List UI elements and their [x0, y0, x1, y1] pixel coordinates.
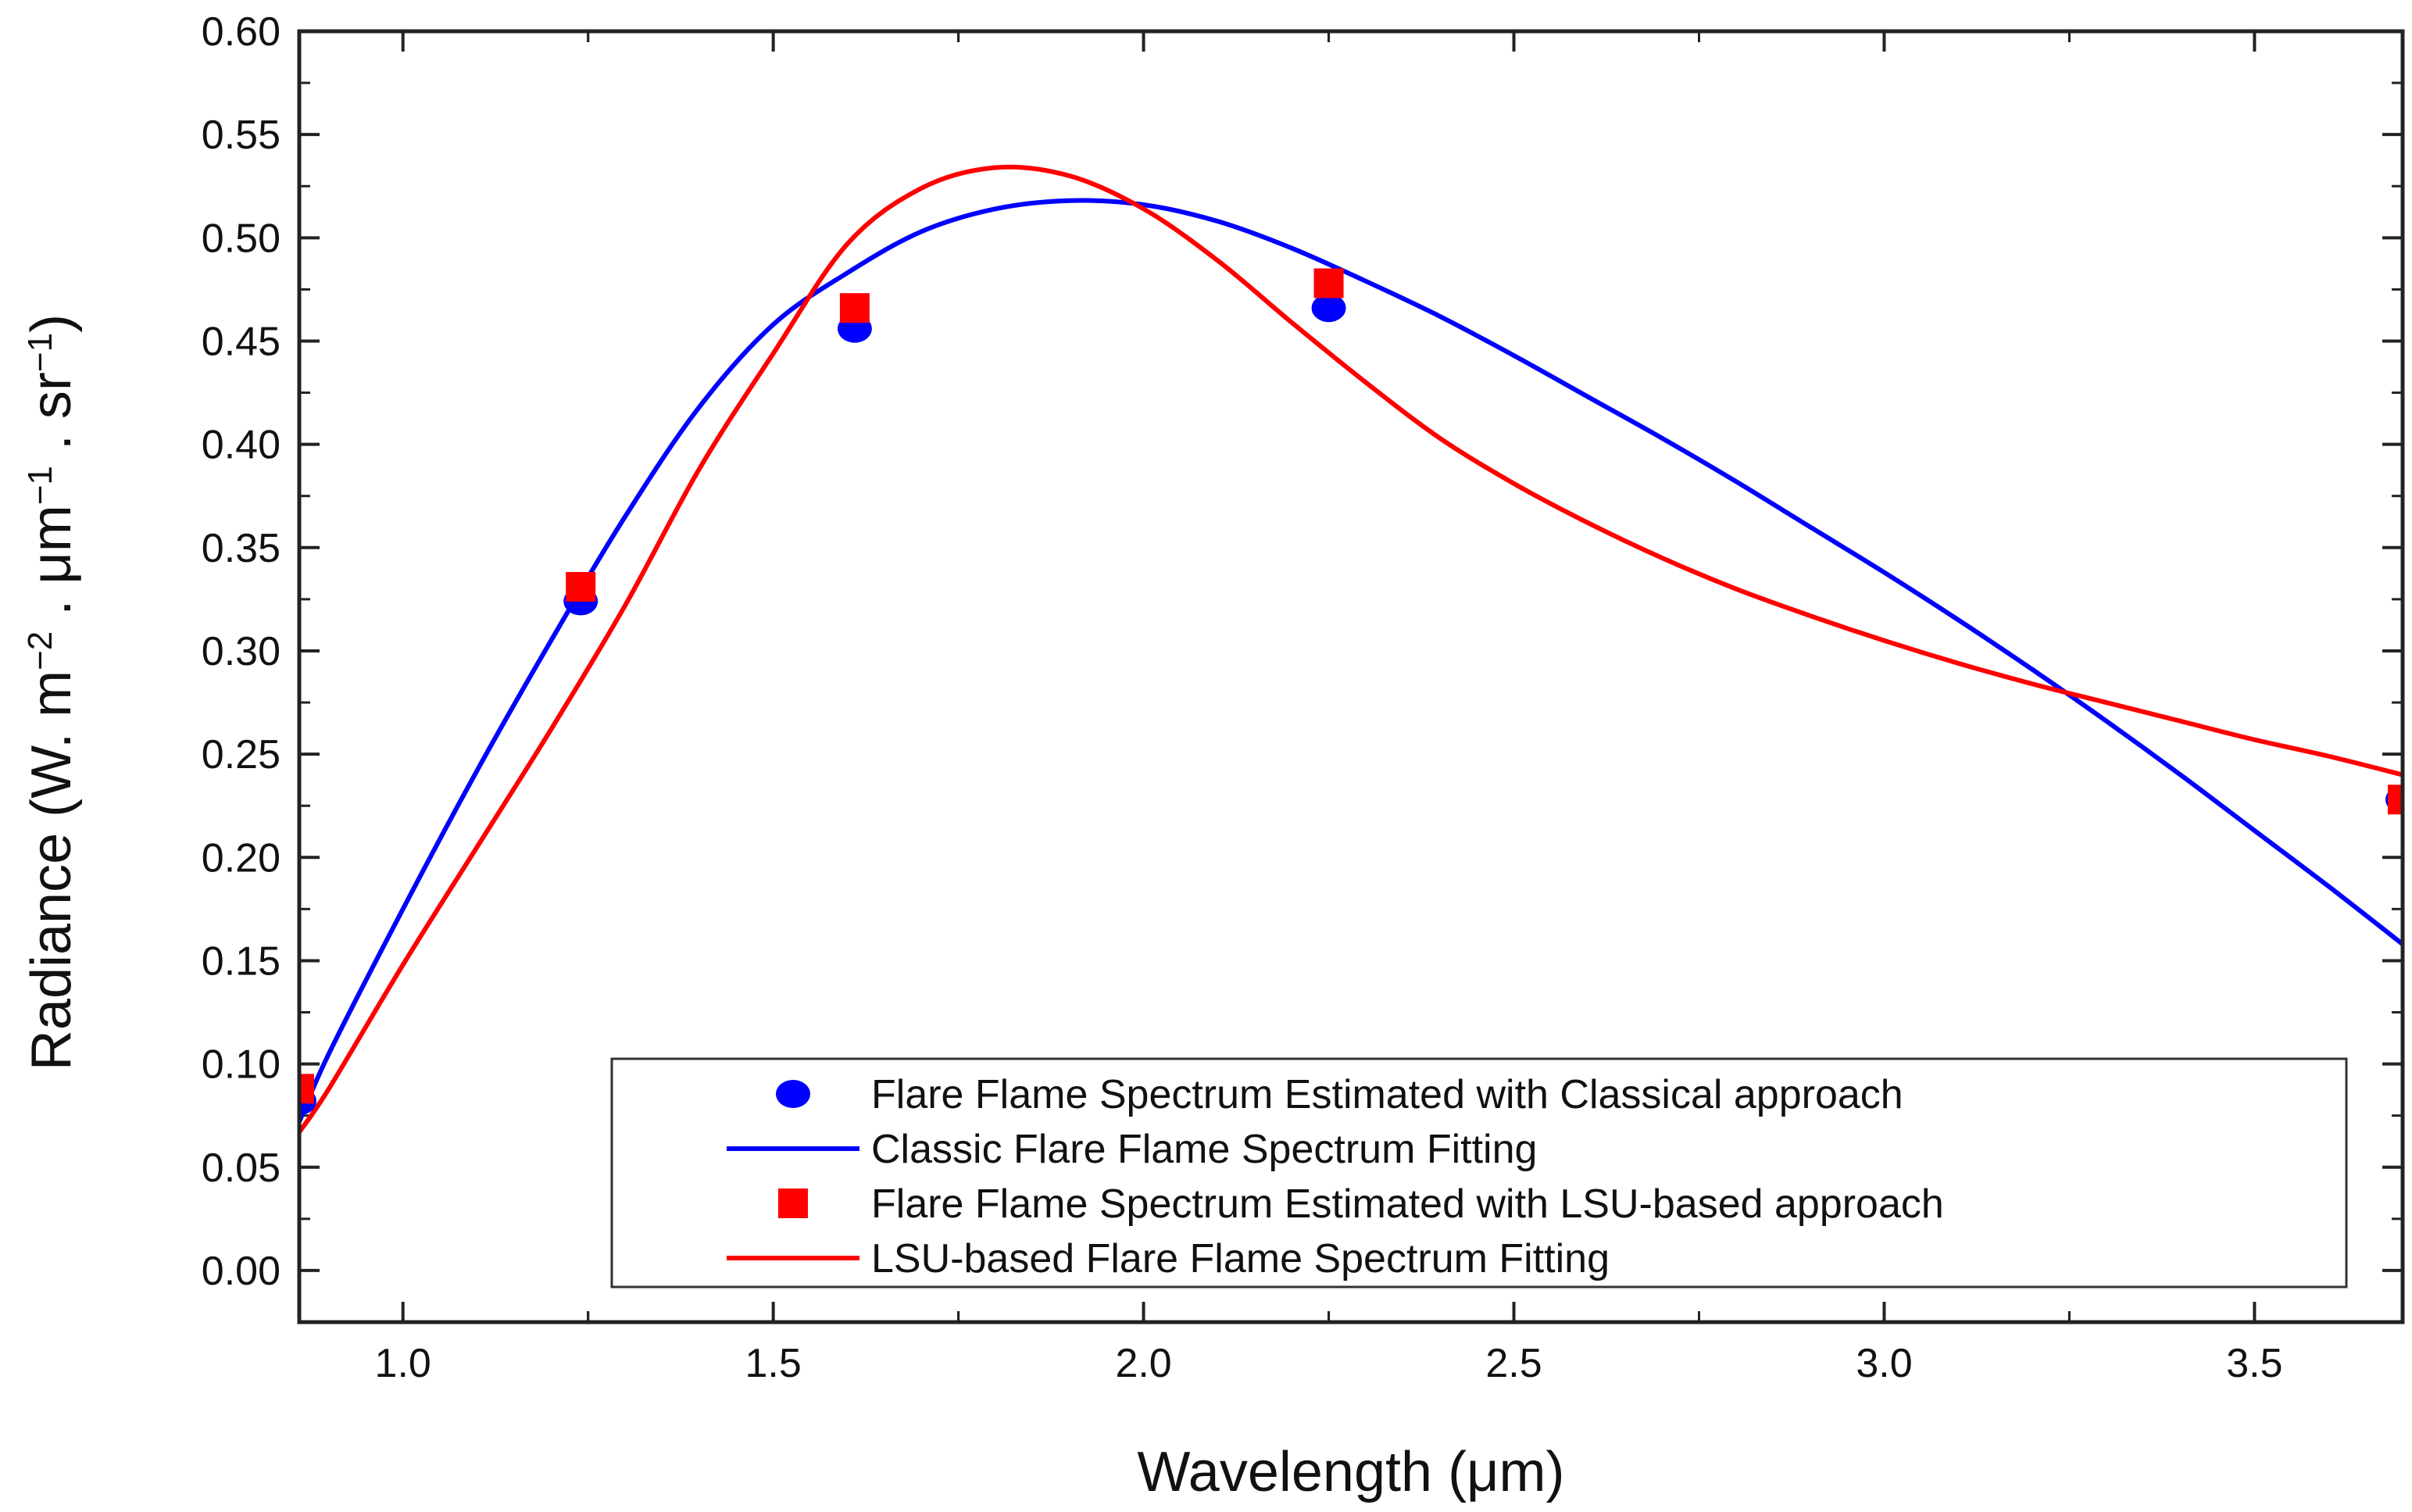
y-tick-label: 0.50 — [202, 216, 281, 261]
legend-label-1: Classic Flare Flame Spectrum Fitting — [871, 1127, 1537, 1172]
plot-frame — [297, 29, 2405, 1324]
x-tick-label: 2.5 — [1485, 1341, 1542, 1386]
y-tick-label: 0.35 — [202, 526, 281, 571]
y-tick-label: 0.25 — [202, 732, 281, 777]
x-tick-label: 1.0 — [375, 1341, 431, 1386]
y-axis-title: Radiance (W. m−2 . μm−1 . sr−1) — [20, 314, 83, 1071]
series-2-point — [839, 293, 870, 323]
y-tick-label: 0.10 — [202, 1042, 281, 1088]
series-2-point — [566, 572, 596, 602]
y-tick-label: 0.05 — [202, 1146, 281, 1191]
legend-symbol-2 — [778, 1189, 808, 1218]
y-tick-label: 0.15 — [202, 938, 281, 984]
x-tick-label: 3.5 — [2226, 1341, 2282, 1386]
y-axis-title-suffix: ) — [20, 314, 83, 333]
y-axis-title-mid1: . μm — [20, 505, 83, 631]
y-tick-label: 0.45 — [202, 319, 281, 364]
y-axis-title-prefix: Radiance (W. m — [20, 670, 83, 1071]
y-axis-title-sup3: −1 — [21, 333, 59, 372]
legend-label-2: Flare Flame Spectrum Estimated with LSU-… — [871, 1181, 1944, 1227]
legend-label-3: LSU-based Flare Flame Spectrum Fitting — [871, 1236, 1610, 1281]
y-tick-label: 0.00 — [202, 1249, 281, 1294]
y-tick-label: 0.40 — [202, 423, 281, 468]
series-2-point — [1313, 268, 1344, 298]
series-0-point — [1311, 294, 1346, 323]
y-axis-title-sup1: −2 — [21, 631, 59, 670]
y-tick-label: 0.20 — [202, 835, 281, 881]
legend-box — [610, 1057, 2348, 1289]
series-2-point — [299, 1074, 314, 1104]
data-markers — [299, 268, 2403, 1116]
series-line-1 — [299, 198, 2403, 1123]
series-line-3 — [299, 164, 2403, 1134]
x-tick-label: 3.0 — [1856, 1341, 1912, 1386]
y-tick-label: 0.55 — [202, 113, 281, 158]
legend-label-0: Flare Flame Spectrum Estimated with Clas… — [871, 1072, 1903, 1117]
y-axis-title-sup2: −1 — [21, 466, 59, 505]
x-tick-label: 1.5 — [745, 1341, 801, 1386]
legend-symbol-0 — [776, 1080, 810, 1108]
series-2-point — [2388, 785, 2403, 815]
y-tick-label: 0.60 — [202, 9, 281, 55]
axis-ticks: 0.00 0.05 0.10 0.15 0.20 0.25 0.30 0.35 0.40 0.45… — [202, 9, 2403, 1386]
legend: Flare Flame Spectrum Estimated with Clas… — [610, 1057, 2348, 1289]
x-tick-label: 2.0 — [1115, 1341, 1171, 1386]
y-tick-label: 0.30 — [202, 629, 281, 674]
fitting-curves — [299, 164, 2403, 1134]
x-axis-title: Wavelength (μm) — [1138, 1441, 1565, 1503]
y-axis-title-mid2: . sr — [20, 372, 83, 466]
